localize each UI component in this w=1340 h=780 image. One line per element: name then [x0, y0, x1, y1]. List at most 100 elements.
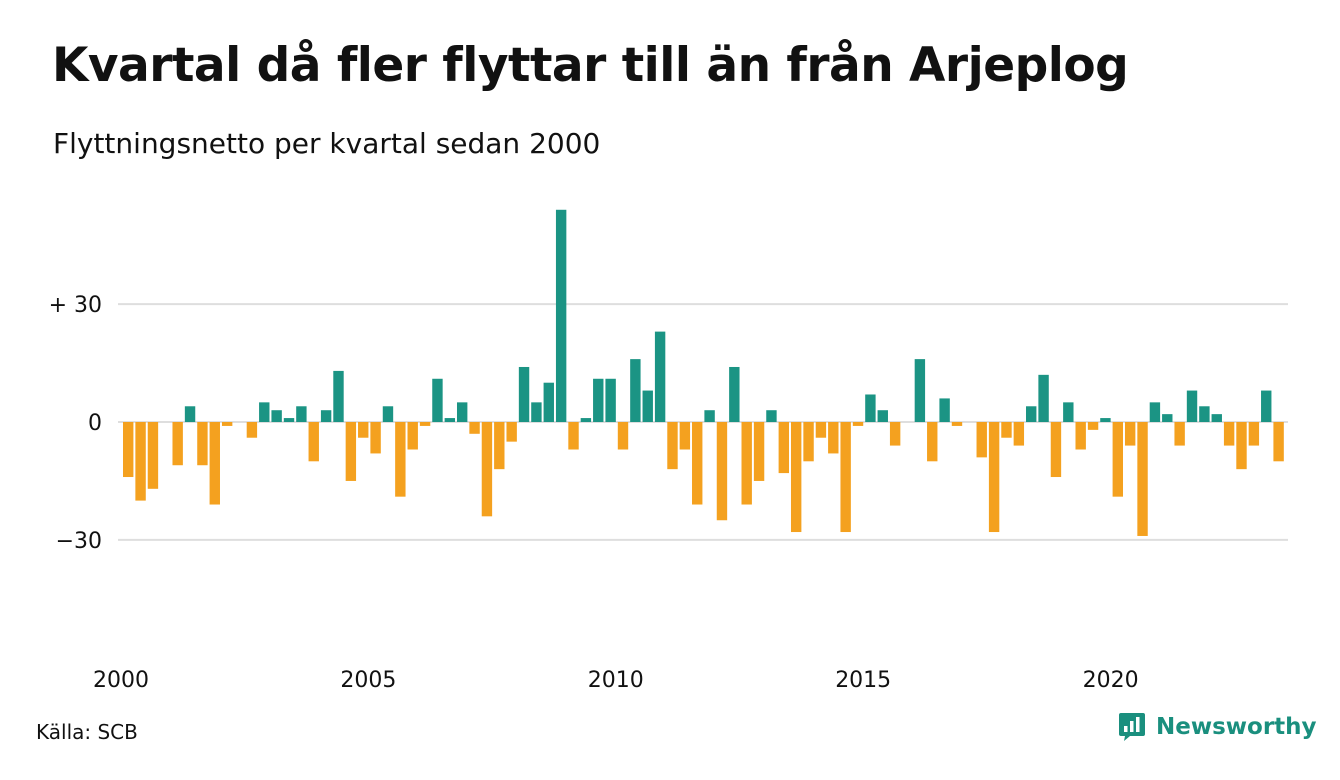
bar	[1162, 414, 1173, 422]
bar	[927, 422, 938, 462]
bar	[1199, 406, 1210, 422]
y-tick-label: 0	[88, 411, 102, 436]
bar	[976, 422, 987, 458]
bar	[630, 359, 641, 422]
bar	[1026, 406, 1037, 422]
bar	[259, 402, 270, 422]
y-axis-ticks: + 30 0 −30	[49, 293, 102, 554]
bar	[778, 422, 790, 474]
bar	[939, 398, 950, 422]
bar	[494, 422, 505, 470]
bar	[147, 422, 159, 489]
bar	[135, 422, 146, 501]
bar	[1174, 422, 1185, 446]
bar	[271, 410, 282, 422]
bar	[1223, 422, 1235, 446]
bar	[444, 418, 456, 422]
bar	[865, 394, 876, 422]
bar	[1050, 422, 1062, 478]
bar	[1075, 422, 1086, 450]
x-tick-label: 2005	[340, 668, 396, 693]
bar	[1137, 422, 1148, 536]
y-tick-label: −30	[56, 529, 102, 554]
bar	[1112, 422, 1123, 497]
bar	[828, 422, 839, 454]
bar	[382, 406, 394, 422]
bar	[123, 422, 134, 478]
bar	[692, 422, 703, 505]
bar	[555, 209, 567, 422]
bar	[704, 410, 715, 422]
bar	[395, 422, 406, 497]
bar	[370, 422, 381, 454]
bar	[914, 359, 926, 422]
bar	[988, 422, 1000, 533]
bar	[246, 422, 258, 438]
brand-logo[interactable]: Newsworthy	[1118, 712, 1317, 742]
x-tick-label: 2000	[93, 668, 149, 693]
bar	[1186, 390, 1198, 422]
x-tick-label: 2020	[1083, 668, 1139, 693]
bar	[320, 410, 332, 422]
bar	[469, 422, 480, 434]
bar	[679, 422, 691, 450]
bar	[308, 422, 319, 462]
bar	[296, 406, 307, 422]
bar	[1001, 422, 1012, 438]
bar	[518, 366, 530, 422]
bar	[506, 422, 517, 442]
bar	[197, 422, 208, 466]
bar	[741, 422, 752, 505]
bar	[889, 422, 901, 446]
bar	[172, 422, 183, 466]
chart-subtitle: Flyttningsnetto per kvartal sedan 2000	[53, 127, 601, 160]
bar	[654, 331, 666, 422]
bar	[877, 410, 888, 422]
bar	[605, 378, 616, 422]
bar	[716, 422, 728, 521]
bar	[1063, 402, 1074, 422]
bar	[345, 422, 357, 481]
bar	[283, 418, 295, 422]
bar	[1248, 422, 1260, 446]
bar	[568, 422, 579, 450]
newsworthy-logo-icon	[1119, 713, 1145, 741]
brand-name: Newsworthy	[1156, 714, 1317, 740]
bar	[456, 402, 468, 422]
bar	[753, 422, 765, 481]
bar	[642, 390, 653, 422]
bar	[852, 422, 864, 426]
bar	[815, 422, 827, 438]
bar	[1261, 390, 1272, 422]
bar	[1100, 418, 1111, 422]
bar	[1038, 374, 1049, 422]
y-tick-label: + 30	[49, 293, 102, 318]
x-tick-label: 2015	[835, 668, 891, 693]
bar	[1087, 422, 1099, 430]
bar	[419, 422, 431, 426]
bar	[1124, 422, 1136, 446]
bar	[333, 370, 344, 422]
bar	[432, 378, 443, 422]
bar	[593, 378, 604, 422]
bar	[407, 422, 418, 450]
bar	[1273, 422, 1284, 462]
bar	[221, 422, 233, 426]
source-note: Källa: SCB	[36, 720, 138, 744]
bar	[1236, 422, 1247, 470]
chart-title: Kvartal då fler flyttar till än från Arj…	[52, 38, 1129, 93]
bar	[481, 422, 493, 517]
bar	[1211, 414, 1222, 422]
bar	[766, 410, 777, 422]
bar	[951, 422, 963, 426]
bar	[184, 406, 196, 422]
bar	[729, 366, 740, 422]
bar	[840, 422, 851, 533]
bars	[123, 209, 1284, 536]
bar	[1149, 402, 1161, 422]
bar	[580, 418, 592, 422]
bar	[617, 422, 629, 450]
bar	[543, 382, 554, 422]
bar	[803, 422, 814, 462]
